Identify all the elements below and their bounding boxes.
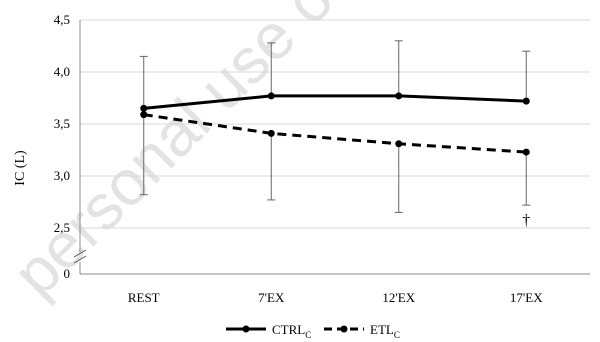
error-bars <box>139 40 531 213</box>
x-tick-labels: REST 7'EX 12'EX 17'EX <box>128 290 543 305</box>
watermark: personal use only <box>0 0 405 310</box>
y-tick-label: 2,5 <box>54 220 70 235</box>
axes <box>73 20 590 275</box>
axis-break-mark <box>73 255 87 264</box>
annotations: † <box>522 212 530 229</box>
legend-marker-etl <box>340 325 348 333</box>
y-tick-label: 4,5 <box>54 12 70 27</box>
x-tick-label: REST <box>128 290 160 305</box>
data-point-ctrl <box>522 97 530 105</box>
legend-label-ctrl: CTRLC <box>272 322 311 340</box>
y-tick-label: 0 <box>64 266 71 281</box>
data-point-ctrl <box>267 92 275 100</box>
y-tick-label: 3,5 <box>54 116 70 131</box>
gridlines <box>80 19 590 229</box>
significance-marker: † <box>522 212 530 229</box>
data-point-etl <box>140 111 148 119</box>
data-point-ctrl <box>395 92 403 100</box>
legend-label-etl: ETLC <box>370 322 400 340</box>
series-line-etl <box>143 113 527 154</box>
x-tick-label: 17'EX <box>510 290 543 305</box>
axis-break-mark <box>73 249 87 258</box>
legend-marker-ctrl <box>242 325 250 333</box>
y-tick-labels: 4,5 4,0 3,5 3,0 2,5 0 <box>54 12 70 281</box>
legend: CTRLC ETLC <box>226 322 400 340</box>
y-axis-label: IC (L) <box>13 150 28 186</box>
x-tick-label: 7'EX <box>258 290 285 305</box>
x-tick-label: 12'EX <box>382 290 415 305</box>
data-point-ctrl <box>140 104 148 112</box>
data-point-etl <box>395 140 403 148</box>
y-tick-label: 3,0 <box>54 168 70 183</box>
series-line-ctrl <box>143 94 527 110</box>
data-point-etl <box>267 129 275 137</box>
data-point-etl <box>522 148 530 156</box>
y-tick-label: 4,0 <box>54 64 70 79</box>
series-lines <box>140 92 530 156</box>
